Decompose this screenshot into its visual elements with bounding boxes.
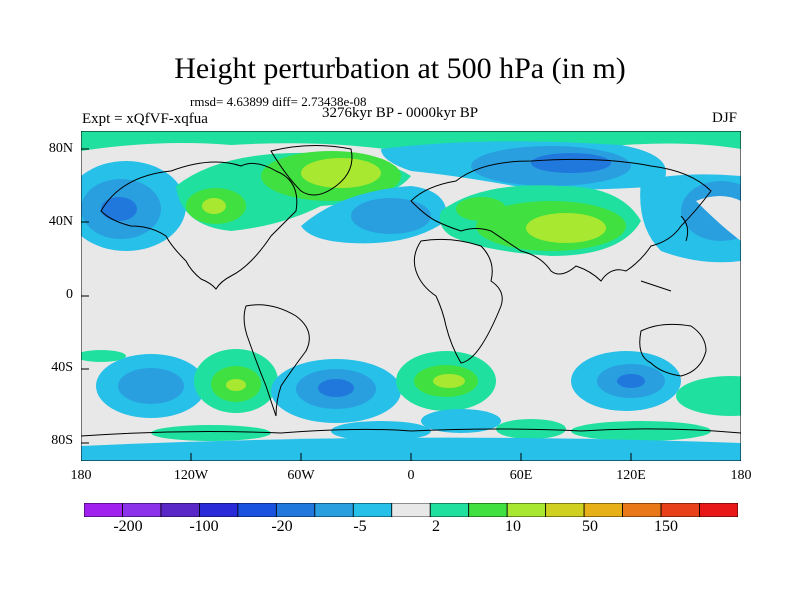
colorbar-swatch bbox=[468, 503, 508, 517]
lat-label-40n: 40N bbox=[48, 214, 73, 229]
colorbar-swatch bbox=[583, 503, 623, 517]
lon-label-120w: 120W bbox=[173, 468, 209, 483]
colorbar-swatch bbox=[391, 503, 431, 517]
colorbar-swatch bbox=[84, 503, 123, 517]
lat-label-eq: 0 bbox=[66, 287, 73, 302]
lon-label-180w: 180 bbox=[70, 468, 92, 483]
lon-label-60w: 60W bbox=[287, 468, 315, 483]
axis-ticks bbox=[81, 148, 741, 461]
cbar-label-3: -20 bbox=[271, 518, 293, 535]
cbar-label-8: 150 bbox=[654, 518, 678, 535]
colorbar-swatch bbox=[429, 503, 470, 517]
colorbar bbox=[84, 503, 738, 517]
lon-label-180e: 180 bbox=[730, 468, 752, 483]
contour-fills bbox=[81, 131, 741, 461]
colorbar-swatch bbox=[506, 503, 547, 517]
lon-label-0: 0 bbox=[407, 468, 415, 483]
cbar-label-1: -200 bbox=[113, 518, 143, 535]
height-perturbation-map bbox=[81, 131, 741, 461]
cbar-label-4: -5 bbox=[353, 518, 367, 535]
cbar-label-6: 10 bbox=[505, 518, 521, 535]
colorbar-swatch bbox=[699, 503, 738, 517]
colorbar-swatch bbox=[660, 503, 700, 517]
season-label: DJF bbox=[712, 110, 738, 126]
experiment-label: Expt = xQfVF-xqfua bbox=[82, 111, 208, 127]
colorbar-swatch bbox=[237, 503, 277, 517]
cbar-label-5: 2 bbox=[432, 518, 440, 535]
coastlines bbox=[81, 144, 741, 437]
lat-label-80s: 80S bbox=[51, 433, 73, 448]
colorbar-swatch bbox=[545, 503, 585, 517]
colorbar-swatch bbox=[275, 503, 316, 517]
period-text: 3276kyr BP - 0000kyr BP bbox=[322, 105, 479, 121]
lat-label-40s: 40S bbox=[51, 360, 73, 375]
colorbar-swatch bbox=[352, 503, 393, 517]
cbar-label-7: 50 bbox=[582, 518, 598, 535]
lat-label-80n: 80N bbox=[48, 141, 73, 156]
colorbar-swatch bbox=[622, 503, 662, 517]
plot-title: Height perturbation at 500 hPa (in m) bbox=[174, 52, 626, 85]
colorbar-swatch bbox=[122, 503, 162, 517]
lon-label-120e: 120E bbox=[616, 468, 646, 483]
colorbar-swatch bbox=[314, 503, 354, 517]
colorbar-swatch bbox=[160, 503, 200, 517]
lon-label-60e: 60E bbox=[509, 468, 533, 483]
cbar-label-2: -100 bbox=[189, 518, 219, 535]
stats-text: rmsd= 4.63899 diff= 2.73438e-08 bbox=[190, 94, 367, 109]
colorbar-swatch bbox=[199, 503, 239, 517]
